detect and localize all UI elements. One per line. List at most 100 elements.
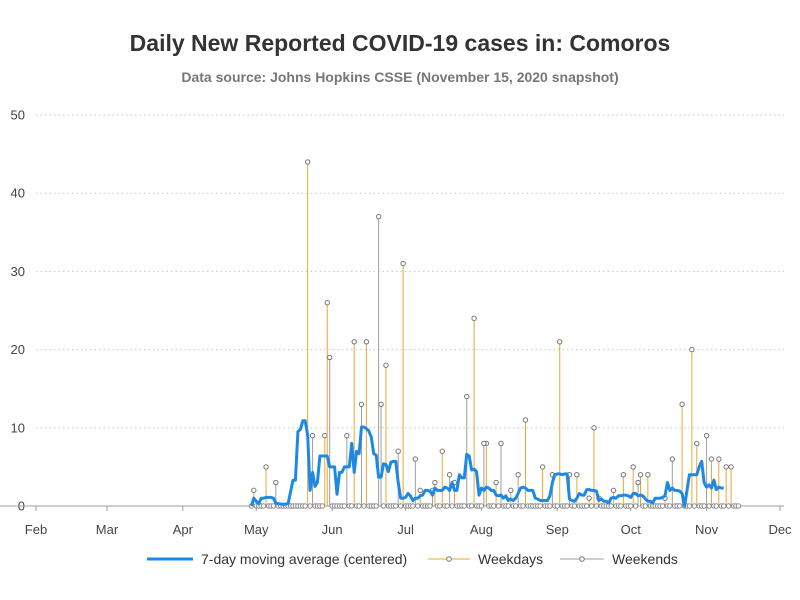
weekday-point (263, 464, 269, 470)
zero-point (642, 503, 649, 509)
weekday-point (708, 456, 715, 462)
weekday-point (508, 487, 514, 494)
weekday-point (679, 401, 685, 408)
weekday-point (322, 432, 328, 439)
zero-point (373, 503, 379, 509)
weekend-point (378, 401, 384, 408)
legend-label-weekdays: Weekdays (478, 551, 543, 567)
y-tick-label: 30 (11, 264, 25, 279)
weekday-point (728, 464, 734, 470)
moving-average-line (249, 419, 724, 508)
zero-point (356, 503, 362, 509)
zero-point (319, 503, 326, 509)
zero-point (706, 503, 712, 509)
zero-point (713, 503, 720, 509)
weekday-point (493, 479, 499, 486)
zero-point (667, 503, 673, 509)
weekend-point (375, 213, 382, 220)
zero-point (380, 503, 387, 509)
weekday-point (716, 456, 722, 462)
weekend-point (498, 440, 504, 447)
weekday-point (591, 425, 597, 431)
zero-point (628, 503, 634, 509)
x-tick-label: Aug (470, 522, 493, 537)
zero-point (512, 503, 519, 509)
zero-point (444, 503, 450, 509)
weekday-point (610, 487, 617, 494)
moving-average-series (249, 419, 724, 508)
weekday-point (417, 487, 423, 494)
zero-point (302, 503, 308, 509)
zero-point (608, 503, 614, 509)
weekend-point (412, 456, 419, 462)
legend-label-weekends: Weekends (612, 551, 678, 567)
zero-point (495, 503, 502, 509)
weekday-point (439, 448, 445, 454)
zero-point (537, 503, 543, 509)
y-tick-label: 40 (11, 186, 25, 201)
weekday-point (304, 159, 311, 165)
weekday-point (400, 260, 406, 267)
weekend-point (326, 354, 333, 361)
weekday-point (694, 440, 700, 447)
chart-subtitle: Data source: Johns Hopkins CSSE (Novembe… (181, 69, 619, 85)
grid-lines (36, 114, 784, 507)
weekend-point (464, 393, 470, 400)
zero-point (676, 503, 683, 509)
weekday-point (324, 299, 330, 306)
zero-point (547, 503, 553, 509)
legend-marker-weekdays (446, 556, 452, 562)
x-tick-label: Feb (25, 522, 47, 537)
zero-point (632, 503, 639, 509)
y-tick-label: 20 (11, 342, 25, 357)
weekend-point (273, 479, 279, 486)
x-tick-label: Dec (768, 522, 792, 537)
zero-point (427, 503, 433, 509)
weekday-point (620, 472, 627, 478)
weekday-point (689, 346, 695, 353)
x-tick-label: Jun (322, 522, 343, 537)
zero-point (449, 503, 455, 509)
zero-point (478, 503, 485, 509)
weekend-point (703, 432, 710, 439)
zero-point (725, 503, 732, 509)
weekend-point (669, 456, 676, 462)
zero-point (468, 503, 475, 509)
zero-point (520, 503, 526, 509)
zero-point (415, 503, 421, 509)
zero-point (461, 503, 467, 509)
weekend-point (395, 448, 401, 454)
zero-point (260, 503, 267, 509)
weekend-point (344, 432, 350, 439)
weekday-point (574, 472, 580, 478)
zero-point (349, 503, 355, 509)
zero-point (618, 503, 624, 509)
chart-title: Daily New Reported COVID-19 cases in: Co… (129, 30, 671, 56)
zero-point (410, 503, 416, 509)
weekday-series (251, 159, 734, 506)
zero-point (307, 503, 313, 509)
weekend-point (635, 479, 641, 486)
weekday-point (522, 417, 529, 423)
weekday-point (383, 362, 389, 368)
zero-point (564, 503, 570, 509)
zero-point (437, 503, 443, 509)
zero-value-markers (248, 503, 742, 509)
x-tick-label: Jul (397, 522, 414, 537)
zero-point (361, 503, 367, 509)
weekend-point (446, 472, 453, 478)
zero-point (593, 503, 600, 509)
weekday-point (539, 464, 546, 470)
legend-label-moving-average: 7-day moving average (centered) (201, 551, 407, 567)
x-tick-label: Sep (546, 522, 569, 537)
zero-point (505, 503, 512, 509)
zero-point (397, 503, 404, 509)
weekday-point (471, 315, 477, 322)
weekday-point (363, 339, 370, 345)
zero-point (490, 503, 497, 509)
zero-point (721, 503, 727, 509)
zero-point (393, 503, 399, 509)
y-tick-label: 50 (11, 108, 25, 123)
x-tick-label: Mar (96, 522, 119, 537)
zero-point (270, 503, 277, 509)
